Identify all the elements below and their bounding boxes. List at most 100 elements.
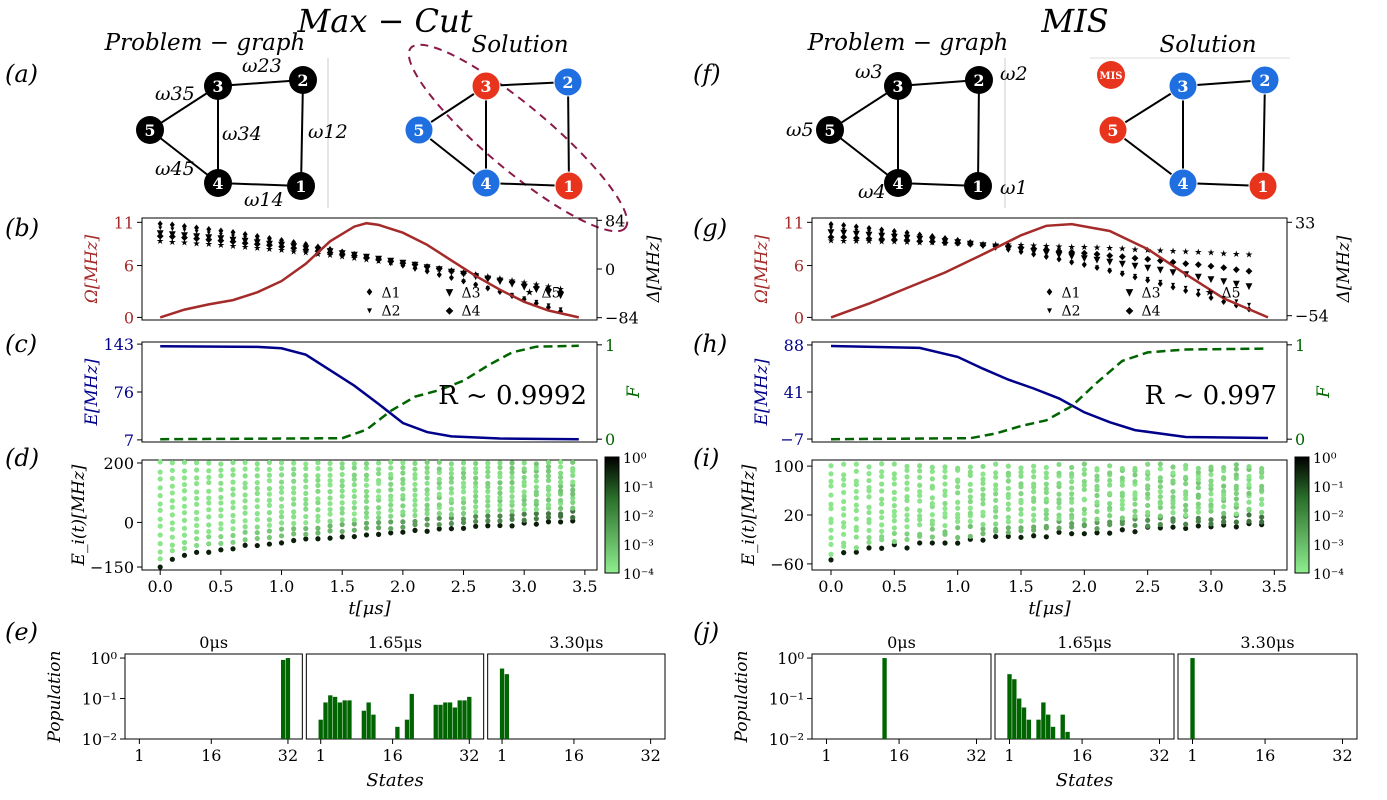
spectrum-point: [1094, 530, 1100, 536]
detuning-tick-label: 0: [605, 260, 615, 279]
detuning-marker: ▼: [157, 229, 164, 239]
spectrum-point: [955, 525, 961, 531]
spectrum-point: [980, 501, 986, 507]
spectrum-point: [853, 534, 859, 540]
population-bar: [318, 719, 323, 739]
spectrum-point: [485, 494, 491, 500]
population-bar: [1017, 698, 1022, 739]
detuning-marker: ♦: [1220, 298, 1228, 308]
spectrum-point: [169, 475, 175, 481]
spectrum-point: [891, 471, 897, 477]
spectrum-point: [424, 496, 430, 502]
spectrum-point: [1094, 516, 1100, 522]
spectrum-point: [570, 459, 576, 465]
spectrum-point: [400, 476, 406, 482]
state-tick-label: 32: [459, 746, 479, 765]
spectrum-point: [1018, 518, 1024, 524]
spectrum-point: [339, 500, 345, 506]
spectrum-point: [891, 475, 897, 482]
spectrum-point: [1132, 522, 1138, 529]
time-tick-label: 2.0: [390, 577, 415, 596]
spectrum-point: [993, 474, 999, 480]
spectrum-point: [376, 460, 382, 466]
spectrum-point: [339, 493, 345, 499]
spectrum-point: [1259, 519, 1265, 525]
spectrum-point: [1195, 501, 1201, 507]
spectrum-point: [1259, 509, 1265, 515]
detuning-marker: ♦: [253, 232, 261, 242]
omega-curve: [159, 221, 580, 319]
detuning-marker: ★: [447, 267, 455, 277]
spectrum-point: [436, 510, 442, 517]
spectrum-point: [448, 506, 454, 512]
detuning-marker: ♦: [302, 241, 310, 251]
spectrum-point: [181, 481, 188, 488]
node-weight-label: ω3: [855, 61, 883, 83]
spectrum-point: [230, 526, 236, 532]
detuning-marker: ▼: [436, 265, 443, 275]
spectrum-point: [570, 472, 576, 478]
spectrum-point: [169, 534, 175, 540]
spectrum-point: [866, 504, 872, 510]
spectrum-point: [400, 509, 406, 515]
spectrum-point: [376, 466, 382, 472]
spectrum-point: [558, 474, 564, 481]
detuning-marker: ♦: [205, 225, 213, 235]
spectrum-point: [967, 518, 973, 524]
detuning-marker: ♦: [1106, 267, 1114, 277]
population-panel-frame: [124, 653, 303, 740]
spectrum-point: [509, 479, 515, 486]
detuning-marker: ♦: [840, 222, 848, 232]
spectrum-point: [473, 475, 479, 481]
graph-edge: [977, 79, 980, 187]
legend-marker: ♦: [365, 287, 374, 298]
spectrum-point: [388, 459, 394, 465]
detuning-marker: ◆: [1157, 256, 1164, 266]
detuning-marker: ◆: [1005, 242, 1012, 252]
detuning-marker: ♦: [1055, 256, 1063, 266]
detuning-marker: ♦: [459, 278, 467, 288]
detuning-marker: ♦: [423, 268, 431, 278]
spectrum-point: [412, 497, 418, 503]
population-bar: [1050, 726, 1056, 739]
spectrum-point: [351, 465, 357, 471]
spectrum-point: [181, 503, 188, 509]
detuning-marker: ★: [878, 237, 886, 247]
spectrum-point: [1233, 501, 1239, 507]
spectrum-point: [242, 492, 248, 498]
spectrum-point: [942, 540, 948, 546]
spectrum-point: [955, 534, 961, 541]
spectrum-point: [424, 511, 430, 517]
detuning-marker: ▾: [1006, 246, 1010, 255]
detuning-marker: ▾: [1032, 250, 1036, 259]
population-bar: [452, 707, 458, 739]
spectrum-point: [1221, 510, 1227, 516]
detuning-marker: ★: [1118, 245, 1126, 255]
spectrum-point: [376, 488, 382, 494]
spectrum-point: [218, 507, 224, 513]
spectrum-point: [967, 494, 973, 500]
population-panel-frame: [305, 653, 485, 740]
population-axis-label: Population: [45, 651, 65, 744]
spectrum-point: [266, 491, 272, 497]
spectrum-point: [509, 469, 515, 476]
colorbar: [1294, 456, 1310, 574]
spectrum-point: [1145, 483, 1151, 489]
spectrum-point: [351, 461, 357, 467]
spectrum-point: [1094, 499, 1100, 505]
detuning-marker: ★: [1068, 243, 1076, 253]
spectrum-point: [303, 484, 309, 490]
spectrum-point: [1170, 478, 1176, 484]
spectrum-point: [1195, 465, 1201, 471]
population-bar: [323, 702, 328, 739]
detuning-marker: ▼: [1106, 258, 1113, 268]
population-bar: [285, 658, 291, 739]
spectrum-point: [891, 538, 897, 545]
detuning-marker: ◆: [942, 238, 949, 248]
spectrum-point: [388, 487, 394, 493]
mis-badge-icon: [1097, 61, 1125, 89]
spectrum-point: [1195, 476, 1201, 482]
detuning-marker: ★: [302, 249, 310, 259]
legend-marker: ▾: [1047, 305, 1052, 316]
spectrum-point: [351, 493, 357, 500]
